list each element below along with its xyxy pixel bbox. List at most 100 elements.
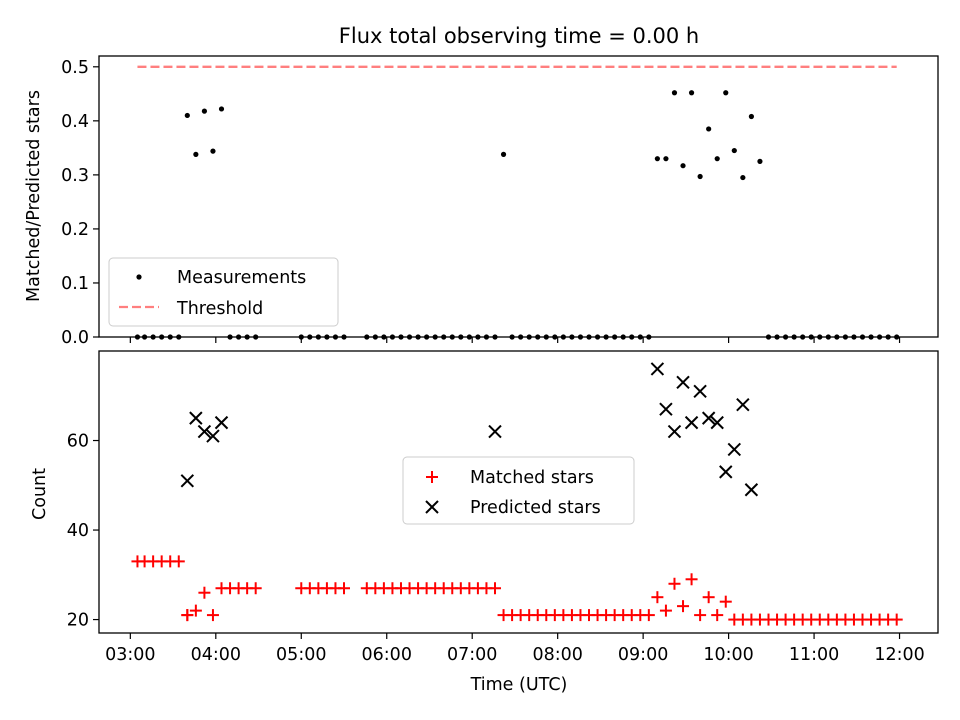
predicted-stars-point xyxy=(727,442,742,457)
ratio-panel: 0.0 0.1 0.2 0.3 0.4 0.5 Matched/Predicted sta… xyxy=(24,55,939,348)
ratio-axes-frame xyxy=(98,55,939,338)
ratio-legend-box xyxy=(108,257,339,327)
count-panel: 20 40 60 03:00 04:00 05:00 06:00 07:00 08:00 09:… xyxy=(30,350,939,665)
figure-title: Flux total observing time = 0.00 h xyxy=(339,24,699,48)
matched-stars-point xyxy=(668,577,681,590)
x-tick-label: 06:00 xyxy=(362,645,412,665)
matched-stars-point xyxy=(198,586,211,599)
matched-stars-point xyxy=(488,582,501,595)
measurements-point xyxy=(688,90,695,96)
y-tick-label: 0.3 xyxy=(61,166,89,186)
measurements-point xyxy=(184,112,190,119)
measurements-point xyxy=(201,108,208,114)
y-tick-label: 0.1 xyxy=(61,274,89,294)
ratio-legend: Measurements Threshold xyxy=(108,257,339,327)
matched-stars-point xyxy=(172,555,185,568)
predicted-legend-label: Predicted stars xyxy=(470,498,601,518)
matched-stars-point xyxy=(677,600,690,613)
predicted-stars-point xyxy=(710,415,724,430)
measurements-legend-marker xyxy=(136,274,142,280)
predicted-legend-marker xyxy=(425,500,439,514)
x-tick-label: 08:00 xyxy=(532,645,582,665)
predicted-stars-point xyxy=(667,424,682,439)
y-tick-label: 20 xyxy=(67,611,89,631)
x-tick-label: 12:00 xyxy=(874,645,924,665)
matched-stars-point xyxy=(890,613,903,626)
measurements-point xyxy=(663,156,669,162)
y-tick-label: 60 xyxy=(67,432,89,452)
x-tick-label: 09:00 xyxy=(618,645,668,665)
measurements-point xyxy=(697,173,703,180)
y-tick-label: 0.0 xyxy=(61,328,89,348)
matched-stars-point xyxy=(642,609,655,622)
measurements-point xyxy=(680,163,686,169)
matched-stars-point xyxy=(249,582,262,595)
count-legend: Matched stars Predicted stars xyxy=(402,456,635,525)
count-axes-frame xyxy=(98,350,939,634)
y-tick-label: 40 xyxy=(67,521,89,541)
predicted-stars-point xyxy=(206,429,220,443)
matched-stars-point xyxy=(189,604,202,617)
measurements-point xyxy=(757,158,763,164)
predicted-stars-point xyxy=(684,415,699,430)
x-tick-label: 04:00 xyxy=(191,645,241,665)
x-tick-label: 11:00 xyxy=(789,645,839,665)
predicted-stars-point xyxy=(701,411,716,425)
measurements-point xyxy=(723,90,729,96)
predicted-stars-point xyxy=(189,411,203,425)
x-tick-label: 05:00 xyxy=(276,645,326,665)
predicted-stars-point xyxy=(214,415,229,430)
predicted-stars-point xyxy=(719,465,733,479)
ratio-y-axis-label: Matched/Predicted stars xyxy=(24,90,44,302)
predicted-stars-point xyxy=(488,424,502,439)
predicted-stars-point xyxy=(197,424,212,439)
measurements-point xyxy=(210,148,216,154)
measurements-point xyxy=(218,106,225,112)
measurements-point xyxy=(748,113,754,120)
y-tick-label: 0.5 xyxy=(61,58,89,78)
measurements-point xyxy=(714,156,720,162)
count-y-axis-label: Count xyxy=(30,468,50,520)
ratio-x-ticks xyxy=(129,337,901,343)
matched-stars-point xyxy=(338,582,351,595)
x-tick-label: 10:00 xyxy=(703,645,753,665)
count-y-ticks: 20 40 60 xyxy=(67,432,99,631)
matched-stars-point xyxy=(659,604,672,617)
predicted-stars-point xyxy=(659,402,673,416)
count-plot-area xyxy=(131,362,903,626)
predicted-stars-point xyxy=(650,362,665,376)
predicted-stars-point xyxy=(736,398,750,412)
measurements-point xyxy=(731,147,737,154)
predicted-stars-point xyxy=(676,375,690,390)
measurements-point xyxy=(740,174,746,181)
y-tick-label: 0.2 xyxy=(61,220,89,240)
threshold-legend-label: Threshold xyxy=(176,299,263,319)
x-tick-label: 07:00 xyxy=(447,645,497,665)
matched-legend-label: Matched stars xyxy=(470,468,594,488)
matched-stars-point xyxy=(702,591,715,604)
count-legend-box xyxy=(402,456,635,525)
measurements-legend-label: Measurements xyxy=(177,268,306,288)
measurements-point xyxy=(654,156,660,162)
count-x-ticks: 03:00 04:00 05:00 06:00 07:00 08:00 09:00 10:00… xyxy=(105,633,925,665)
measurements-point xyxy=(193,151,199,157)
matched-stars-point xyxy=(711,609,724,622)
measurements-point xyxy=(706,126,712,132)
y-tick-label: 0.4 xyxy=(61,112,89,132)
matched-stars-point xyxy=(694,609,707,622)
ratio-y-ticks: 0.0 0.1 0.2 0.3 0.4 0.5 xyxy=(61,58,99,348)
measurements-point xyxy=(671,90,678,96)
matched-stars-point xyxy=(651,591,664,604)
measurements-point xyxy=(500,151,507,157)
matched-stars-point xyxy=(181,609,194,622)
x-axis-label: Time (UTC) xyxy=(470,675,568,695)
matched-stars-point xyxy=(685,573,698,586)
matched-legend-marker xyxy=(426,471,438,483)
x-tick-label: 03:00 xyxy=(105,645,155,665)
predicted-stars-point xyxy=(693,384,707,398)
predicted-stars-point xyxy=(180,474,195,488)
ratio-plot-area xyxy=(134,65,900,340)
predicted-stars-point xyxy=(744,483,759,497)
matched-stars-point xyxy=(206,609,219,622)
